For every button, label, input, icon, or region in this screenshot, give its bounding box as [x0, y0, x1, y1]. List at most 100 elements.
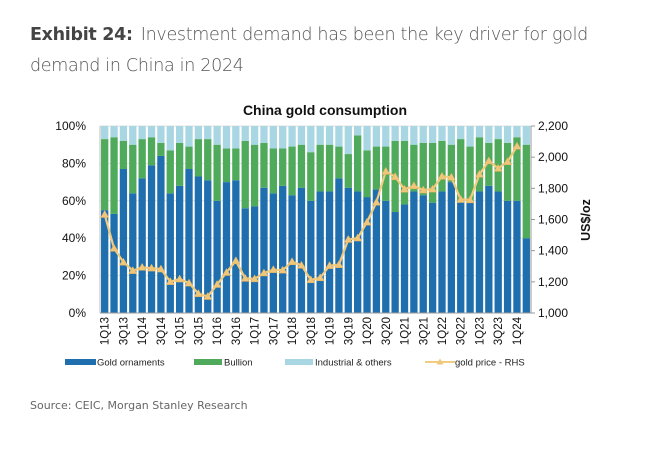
x-tick-label: 1Q16	[212, 317, 224, 345]
bar-industrial-others-2Q14	[147, 126, 156, 138]
y-tick-label: 100%	[55, 119, 86, 133]
x-tick-label: 1Q20	[362, 317, 374, 345]
bar-gold-ornaments-1Q17	[250, 206, 259, 313]
y-tick-label: 0%	[69, 306, 87, 320]
legend-swatch-gold-ornaments	[65, 359, 96, 365]
bar-bullion-2Q18	[297, 144, 306, 188]
x-tick-label: 1Q19	[325, 317, 337, 345]
y2-tick-label: 1,000	[538, 306, 568, 320]
bar-industrial-others-4Q19	[354, 126, 362, 136]
y2-axis-label: US$/oz	[579, 199, 593, 241]
bar-industrial-others-3Q14	[157, 126, 165, 143]
x-tick-label: 3Q14	[156, 316, 168, 345]
gold-price-marker-4Q16	[240, 273, 250, 282]
gold-price-marker-1Q24	[512, 141, 522, 150]
gold-price-marker-1Q19	[325, 261, 334, 269]
bar-bullion-2Q20	[372, 146, 381, 190]
bar-bullion-4Q15	[204, 139, 212, 181]
x-tick-label: 1Q17	[250, 317, 262, 345]
bar-bullion-3Q14	[157, 142, 165, 156]
x-tick-label: 1Q15	[175, 317, 187, 345]
bar-bullion-2Q17	[260, 142, 268, 188]
bar-gold-ornaments-1Q14	[138, 178, 146, 313]
gold-price-marker-2Q21	[409, 181, 419, 190]
bar-gold-ornaments-4Q21	[428, 202, 437, 313]
bar-bullion-1Q20	[363, 150, 371, 198]
y-tick-label: 40%	[62, 231, 86, 245]
gold-price-marker-2Q14	[147, 263, 156, 272]
bar-bullion-4Q13	[129, 144, 137, 194]
bar-gold-ornaments-4Q18	[316, 191, 324, 313]
bar-industrial-others-3Q18	[307, 126, 315, 153]
gold-price-marker-3Q22	[456, 194, 466, 203]
bar-gold-ornaments-3Q18	[307, 200, 315, 313]
gold-price-marker-1Q14	[137, 262, 147, 271]
bar-gold-ornaments-1Q24	[513, 200, 521, 313]
bar-gold-ornaments-1Q20	[363, 197, 371, 313]
bar-bullion-1Q15	[175, 142, 184, 186]
bar-bullion-1Q22	[438, 140, 446, 192]
bar-industrial-others-3Q20	[382, 126, 390, 147]
bar-industrial-others-2Q20	[372, 126, 381, 147]
bar-gold-ornaments-2Q20	[372, 189, 381, 313]
legend-label-bullion: Bullion	[224, 358, 253, 369]
bar-gold-ornaments-2Q14	[147, 165, 156, 313]
bar-gold-ornaments-1Q19	[325, 191, 334, 313]
bar-gold-ornaments-4Q20	[391, 212, 399, 313]
gold-price-marker-4Q19	[353, 233, 363, 242]
gold-price-marker-1Q23	[475, 169, 484, 178]
bar-bullion-1Q14	[138, 139, 146, 179]
y2-tick-label: 2,000	[538, 150, 568, 164]
bar-gold-ornaments-1Q16	[213, 200, 221, 313]
bar-gold-ornaments-3Q22	[457, 202, 465, 313]
bar-gold-ornaments-4Q17	[279, 185, 287, 313]
x-tick-label: 3Q15	[193, 317, 205, 345]
gold-price-marker-1Q18	[287, 257, 297, 265]
bar-gold-ornaments-2Q21	[410, 191, 418, 313]
bar-gold-ornaments-2Q17	[260, 187, 268, 313]
bar-industrial-others-2Q24	[522, 126, 530, 145]
bar-bullion-4Q18	[316, 144, 324, 192]
gold-price-marker-1Q15	[175, 274, 185, 283]
y2-tick-label: 1,800	[538, 181, 568, 195]
bar-industrial-others-4Q14	[166, 126, 174, 151]
bar-gold-ornaments-1Q21	[400, 204, 409, 313]
bar-gold-ornaments-1Q15	[175, 185, 184, 313]
x-tick-label: 3Q22	[456, 317, 468, 345]
bar-gold-ornaments-4Q16	[241, 208, 249, 313]
bar-gold-ornaments-2Q24	[522, 238, 530, 313]
bar-industrial-others-3Q21	[419, 126, 427, 143]
bar-gold-ornaments-4Q23	[503, 200, 512, 313]
bar-bullion-3Q18	[307, 152, 315, 201]
x-tick-label: 3Q18	[306, 317, 318, 345]
bar-gold-ornaments-3Q15	[194, 176, 203, 313]
bar-bullion-2Q13	[110, 137, 118, 214]
bar-industrial-others-1Q21	[400, 126, 409, 141]
bar-bullion-2Q14	[147, 137, 156, 166]
gold-price-marker-2Q20	[371, 197, 381, 206]
bar-bullion-3Q15	[194, 139, 203, 177]
bar-industrial-others-3Q22	[457, 126, 465, 140]
bar-gold-ornaments-2Q19	[335, 178, 343, 313]
gold-price-marker-1Q21	[400, 184, 409, 193]
legend-label-gold-price-rhs: gold price - RHS	[455, 358, 525, 369]
bar-industrial-others-4Q16	[241, 126, 249, 141]
bar-bullion-1Q24	[513, 137, 521, 201]
gold-price-marker-3Q23	[493, 163, 503, 172]
gold-price-marker-3Q21	[418, 185, 428, 194]
gold-price-marker-2Q15	[184, 278, 194, 287]
bar-industrial-others-3Q17	[269, 126, 277, 149]
bar-industrial-others-3Q15	[194, 126, 203, 140]
bar-industrial-others-1Q24	[513, 126, 521, 138]
y-tick-label: 80%	[62, 156, 86, 170]
x-tick-label: 3Q16	[231, 317, 243, 345]
bar-gold-ornaments-1Q23	[475, 191, 484, 313]
gold-price-marker-2Q23	[484, 156, 494, 165]
gold-price-marker-2Q13	[109, 243, 119, 252]
bar-bullion-1Q23	[475, 137, 484, 192]
bar-bullion-3Q16	[232, 148, 240, 181]
x-tick-label: 1Q18	[287, 317, 299, 345]
gold-price-marker-2Q18	[297, 260, 306, 269]
bar-industrial-others-4Q18	[316, 126, 324, 145]
